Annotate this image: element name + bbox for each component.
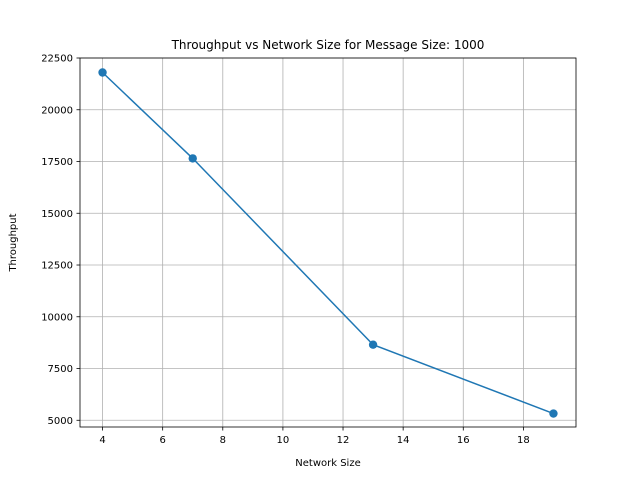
y-tick-label: 22500: [41, 54, 73, 65]
data-point: [98, 68, 107, 77]
y-tick-label: 7500: [48, 364, 73, 375]
data-point: [549, 409, 558, 418]
x-axis-label: Network Size: [295, 458, 360, 469]
grid: [80, 57, 576, 427]
data-point: [368, 340, 378, 349]
x-tick-label: 12: [337, 435, 350, 446]
y-axis-label: Throughput: [8, 213, 19, 272]
series-line: [102, 71, 554, 415]
y-tick-label: 20000: [41, 105, 73, 116]
series-layer: [98, 68, 558, 418]
x-tick-label: 4: [99, 435, 105, 446]
ticks: 4 6 8 10 12 14 16 18 5000 7500 10000 12500 15000 1750…: [41, 54, 530, 447]
x-tick-label: 14: [397, 435, 410, 446]
y-tick-label: 10000: [41, 312, 73, 323]
x-tick-label: 16: [457, 435, 470, 446]
x-tick-label: 8: [220, 435, 226, 446]
y-tick-label: 12500: [41, 261, 73, 272]
x-tick-label: 18: [517, 435, 530, 446]
x-tick-label: 10: [277, 435, 290, 446]
data-point: [188, 154, 197, 163]
y-tick-label: 17500: [41, 157, 73, 168]
chart-title: Throughput vs Network Size for Message S…: [171, 38, 485, 52]
y-tick-label: 5000: [48, 416, 73, 427]
y-tick-label: 15000: [41, 209, 73, 220]
axes-frame: [79, 57, 577, 428]
x-tick-label: 6: [159, 435, 165, 446]
